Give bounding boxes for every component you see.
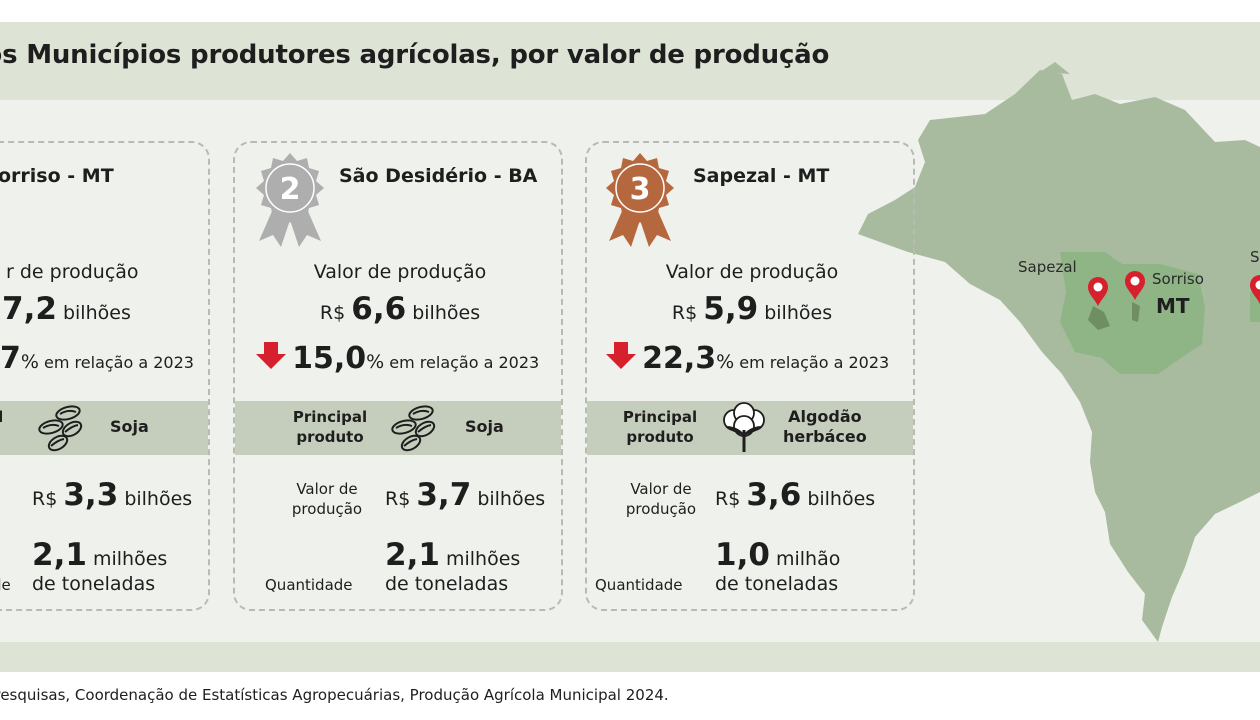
sapezal-municipality <box>1088 306 1110 330</box>
delta-pct: % <box>716 351 735 373</box>
value-unit: bilhões <box>764 302 833 324</box>
quantity-label: de <box>0 576 11 594</box>
principal-product-band: al o Soja <box>0 401 208 455</box>
production-unit: bilhões <box>124 488 193 510</box>
infographic-panel: Sapezal Sorriso MT S dos Municípios prod… <box>0 22 1260 672</box>
quantity-label: Quantidade <box>595 576 683 594</box>
quantity-unit-2: de toneladas <box>32 573 156 595</box>
quantity-unit: milhões <box>445 548 521 570</box>
principal-product-band: Principal produto Soja <box>235 401 561 455</box>
delta-number: 22,3 <box>642 341 717 376</box>
brazil-map <box>858 62 1260 642</box>
value-unit: bilhões <box>412 302 481 324</box>
value-currency: R$ <box>671 302 698 324</box>
down-arrow-icon <box>606 342 636 369</box>
soybean-icon <box>38 405 83 452</box>
delta-row: 22,3% em relação a 2023 <box>605 341 889 376</box>
quantity-value: 2,1 milhões de toneladas <box>385 540 521 597</box>
value-label: Valor de produção <box>665 261 839 283</box>
production-currency: R$ <box>715 488 741 510</box>
sapezal-pin-icon <box>1088 277 1108 306</box>
production-value-label: Valor de produção <box>625 480 697 518</box>
municipality-name: São Desidério - BA <box>339 165 538 187</box>
silver-medal-icon: 2 <box>256 153 324 247</box>
source-note: ria de Pesquisas, Coordenação de Estatís… <box>0 686 669 704</box>
brazil-outline <box>858 70 1260 642</box>
value-amount: 7,2 bilhões <box>0 291 208 327</box>
production-currency: R$ <box>385 488 411 510</box>
principal-label: Principal produto <box>292 408 368 446</box>
product-name: Soja <box>465 417 504 436</box>
quantity-unit: milhão <box>775 548 841 570</box>
cotton-icon <box>723 402 765 452</box>
production-currency: R$ <box>32 488 58 510</box>
map-label-sapezal: Sapezal <box>1018 258 1077 276</box>
product-name: Soja <box>110 417 149 436</box>
delta-number: 15,0 <box>292 341 367 376</box>
ranking-card-1: orriso - MT r de produção 7,2 bilhões 7%… <box>0 141 210 611</box>
municipality-name: orriso - MT <box>0 165 114 187</box>
map-label-sorriso: Sorriso <box>1152 270 1204 288</box>
production-number: 3,6 <box>746 477 802 513</box>
delta-text: em relação a 2023 <box>739 353 890 372</box>
production-value: R$ 3,3 bilhões <box>32 480 193 512</box>
quantity-value: 1,0 milhão de toneladas <box>715 540 841 597</box>
principal-label: al o <box>0 407 18 447</box>
ranking-card-2: 2 São Desidério - BA Valor de produção R… <box>233 141 563 611</box>
value-amount: R$ 5,9 bilhões <box>587 291 913 327</box>
value-unit: bilhões <box>62 302 131 324</box>
value-label: Valor de produção <box>313 261 487 283</box>
page-title: dos Municípios produtores agrícolas, por… <box>0 40 830 70</box>
value-currency: R$ <box>319 302 346 324</box>
footer-band <box>0 642 1260 672</box>
production-value-label: e o <box>0 479 18 519</box>
quantity-value: 2,1 milhões de toneladas <box>32 540 168 597</box>
principal-label: Principal produto <box>622 408 698 446</box>
edge-state-patch <box>1250 292 1260 322</box>
production-number: 3,7 <box>416 477 472 513</box>
delta-pct: % <box>20 351 39 373</box>
brazil-north-rise <box>1040 62 1070 74</box>
bronze-medal-icon: 3 <box>606 153 674 247</box>
quantity-number: 1,0 <box>715 537 770 573</box>
quantity-unit-2: de toneladas <box>715 573 839 595</box>
delta-row: 15,0% em relação a 2023 <box>255 341 539 376</box>
delta-number: 7 <box>0 341 21 376</box>
down-arrow-icon <box>256 342 286 369</box>
ranking-card-3: 3 Sapezal - MT Valor de produção R$ 5,9 … <box>585 141 915 611</box>
value-number: 7,2 <box>2 291 57 327</box>
quantity-number: 2,1 <box>385 537 440 573</box>
value-number: 6,6 <box>351 291 407 327</box>
quantity-unit: milhões <box>92 548 168 570</box>
delta-pct: % <box>366 351 385 373</box>
value-label: r de produção <box>6 261 139 283</box>
production-unit: bilhões <box>807 488 876 510</box>
quantity-unit-2: de toneladas <box>385 573 509 595</box>
delta-text: em relação a 2023 <box>44 353 194 372</box>
production-number: 3,3 <box>63 477 119 513</box>
production-value: R$ 3,7 bilhões <box>385 480 546 512</box>
medal-rank: 3 <box>630 172 651 207</box>
value-number: 5,9 <box>703 291 759 327</box>
delta-text: em relação a 2023 <box>389 353 540 372</box>
sorriso-pin-icon <box>1125 271 1145 300</box>
municipality-name: Sapezal - MT <box>693 165 830 187</box>
quantity-label: Quantidade <box>265 576 353 594</box>
production-value: R$ 3,6 bilhões <box>715 480 876 512</box>
production-value-label: Valor de produção <box>291 480 363 518</box>
map-label-edge: S <box>1250 248 1260 266</box>
production-unit: bilhões <box>477 488 546 510</box>
product-name: Algodão herbáceo <box>783 407 867 446</box>
value-amount: R$ 6,6 bilhões <box>235 291 561 327</box>
soybean-icon <box>391 405 436 452</box>
map-label-state: MT <box>1156 294 1190 318</box>
principal-product-band: Principal produto Algodão herbáceo <box>587 401 913 455</box>
delta-row: 7% em relação a 2023 <box>0 341 194 376</box>
quantity-number: 2,1 <box>32 537 87 573</box>
edge-pin-icon <box>1250 275 1260 304</box>
medal-rank: 2 <box>280 172 301 207</box>
sorriso-municipality <box>1132 302 1140 322</box>
